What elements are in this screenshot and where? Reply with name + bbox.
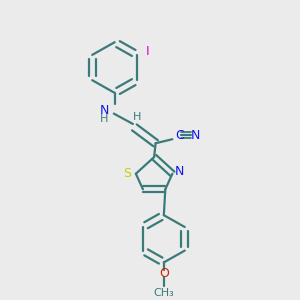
- Text: CH₃: CH₃: [154, 288, 174, 298]
- Text: I: I: [146, 45, 149, 58]
- Text: O: O: [159, 267, 169, 280]
- Text: H: H: [100, 114, 109, 124]
- Text: N: N: [100, 104, 109, 117]
- Text: C: C: [175, 129, 184, 142]
- Text: H: H: [133, 112, 142, 122]
- Text: S: S: [124, 167, 132, 180]
- Text: N: N: [191, 129, 200, 142]
- Text: N: N: [175, 165, 184, 178]
